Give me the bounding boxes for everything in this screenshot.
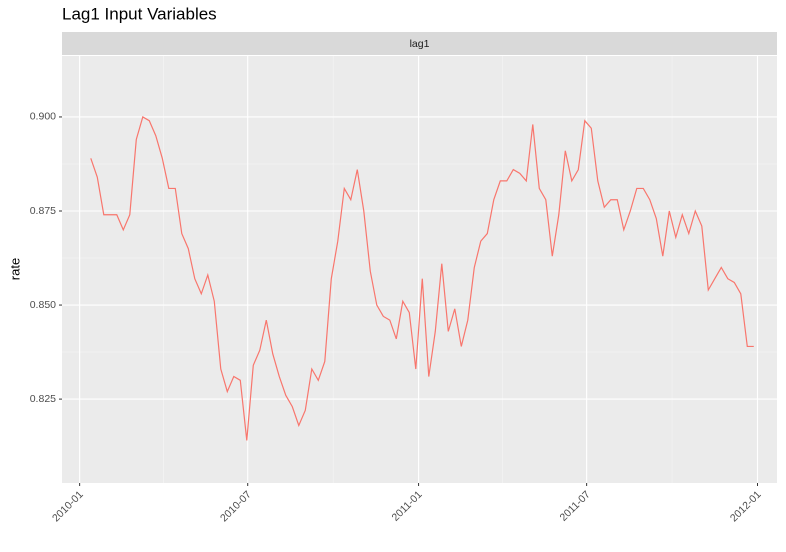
y-tick-label: 0.900 (30, 111, 56, 123)
data-line (90, 116, 754, 441)
x-tick-label: 2011-01 (389, 488, 424, 523)
panel (62, 56, 777, 483)
y-axis-label: rate (7, 258, 22, 280)
x-tick-label: 2010-07 (218, 488, 254, 524)
facet-label: lag1 (410, 38, 430, 50)
y-tick-label: 0.850 (30, 299, 56, 311)
y-tick-label: 0.875 (30, 205, 56, 217)
x-tick-label: 2010-01 (50, 488, 86, 524)
x-tick-label: 2012-01 (728, 488, 764, 524)
y-tick-label: 0.825 (30, 393, 56, 405)
x-tick-label: 2011-07 (558, 488, 593, 523)
facet-strip (62, 32, 777, 55)
chart-title: Lag1 Input Variables (62, 4, 217, 23)
